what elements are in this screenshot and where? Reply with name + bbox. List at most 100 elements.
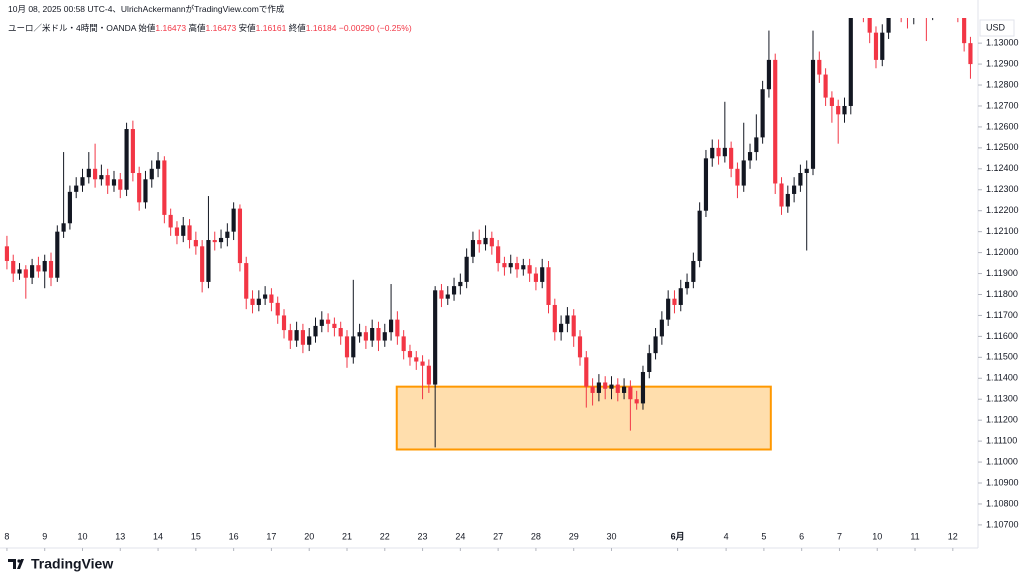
candle-body: [36, 265, 41, 272]
candle-body: [181, 225, 186, 236]
candle-body: [766, 59, 772, 90]
candle-body: [111, 179, 117, 186]
candle-body: [433, 290, 438, 385]
x-tick-label: 20: [304, 531, 314, 541]
candle-body: [609, 384, 614, 389]
candle-body: [899, 10, 903, 14]
candle-body: [546, 267, 551, 305]
x-tick-label: 9: [42, 531, 47, 541]
logo: TradingView: [8, 556, 113, 572]
candle-body: [886, 18, 891, 33]
candle-body: [672, 298, 677, 305]
x-tick-label: 28: [531, 531, 541, 541]
candle-body: [86, 168, 91, 178]
y-tick-label: 1.11600: [986, 331, 1018, 341]
candle-body: [420, 361, 425, 366]
ohlc-label: 終値: [288, 23, 306, 33]
candle-body: [596, 382, 601, 393]
candle-body: [370, 328, 375, 341]
y-tick-label: 1.12000: [986, 247, 1019, 257]
candle-body: [842, 105, 847, 115]
candle-body: [319, 319, 324, 326]
y-tick-label: 1.11300: [986, 394, 1018, 404]
plot: [4, 5, 973, 451]
candle-body: [647, 353, 652, 372]
y-tick-label: 1.10800: [986, 498, 1019, 508]
candle-body: [861, 5, 865, 13]
candle-body: [458, 281, 463, 287]
x-tick-label: 22: [380, 531, 390, 541]
candle-body: [911, 18, 916, 19]
candle-body: [464, 256, 469, 282]
candle-body: [344, 336, 350, 358]
candle-body: [590, 386, 595, 393]
candle-body: [17, 269, 22, 274]
candle-body: [30, 265, 35, 278]
candle-body: [735, 168, 740, 186]
candle-body: [80, 177, 85, 186]
candle-body: [155, 160, 161, 169]
candle-body: [716, 147, 721, 157]
symbol: ユーロ／米ドル・4時間・OANDA: [8, 23, 136, 33]
y-tick-label: 1.11400: [986, 373, 1018, 383]
candle-body: [634, 399, 639, 404]
candle-body: [855, 5, 859, 9]
candle-body: [508, 263, 513, 268]
ohlc-value: 1.16473: [155, 23, 187, 33]
candle-body: [388, 319, 394, 333]
candle-body: [212, 240, 217, 243]
candle-body: [269, 294, 274, 303]
candle-body: [496, 246, 501, 264]
candle-body: [880, 32, 885, 60]
y-tick-label: 1.11200: [986, 415, 1018, 425]
candle-body: [256, 298, 261, 305]
candle-body: [313, 325, 318, 337]
candle-body: [439, 290, 444, 299]
x-tick-label: 24: [455, 531, 465, 541]
candle-body: [130, 129, 135, 174]
candle-body: [823, 74, 828, 98]
candle-body: [684, 281, 690, 289]
candle-body: [200, 246, 205, 282]
candle-body: [225, 231, 230, 238]
candle-body: [931, 5, 935, 11]
legend: ユーロ／米ドル・4時間・OANDA 始値1.16473 高値1.16473 安値…: [8, 22, 412, 34]
candle-body: [281, 315, 287, 331]
candle-body: [351, 336, 356, 358]
y-tick-label: 1.11800: [986, 289, 1018, 299]
candle-body: [244, 263, 249, 299]
candle-body: [99, 175, 104, 180]
candle-body: [118, 179, 123, 190]
candle-body: [848, 18, 853, 106]
candle-body: [307, 336, 312, 345]
candle-body: [300, 330, 305, 345]
y-tick-label: 1.10700: [986, 519, 1019, 529]
x-tick-label: 16: [229, 531, 239, 541]
y-tick-label: 1.11900: [986, 268, 1018, 278]
candle-body: [691, 260, 696, 282]
candle-body: [577, 336, 583, 358]
candle-body: [193, 240, 198, 247]
candle-body: [395, 319, 400, 337]
y-tick-label: 1.11500: [986, 352, 1018, 362]
candle-body: [747, 152, 753, 161]
candle-body: [622, 386, 627, 393]
candle-body: [93, 168, 98, 180]
candle-body: [798, 173, 803, 186]
candle-body: [124, 129, 129, 190]
x-tick-label: 21: [342, 531, 352, 541]
zone: [395, 385, 772, 451]
x-tick-label: 14: [153, 531, 163, 541]
candle-body: [168, 214, 173, 228]
y-tick-label: 1.12900: [986, 58, 1019, 68]
candle-body: [615, 384, 620, 393]
candle-body: [483, 237, 488, 245]
x-tick-label: 6月: [671, 531, 685, 541]
candle-body: [603, 382, 608, 389]
y-tick-label: 1.11000: [986, 456, 1018, 466]
candle-body: [804, 168, 809, 174]
candle-body: [943, 8, 947, 10]
candle-body: [527, 265, 532, 274]
